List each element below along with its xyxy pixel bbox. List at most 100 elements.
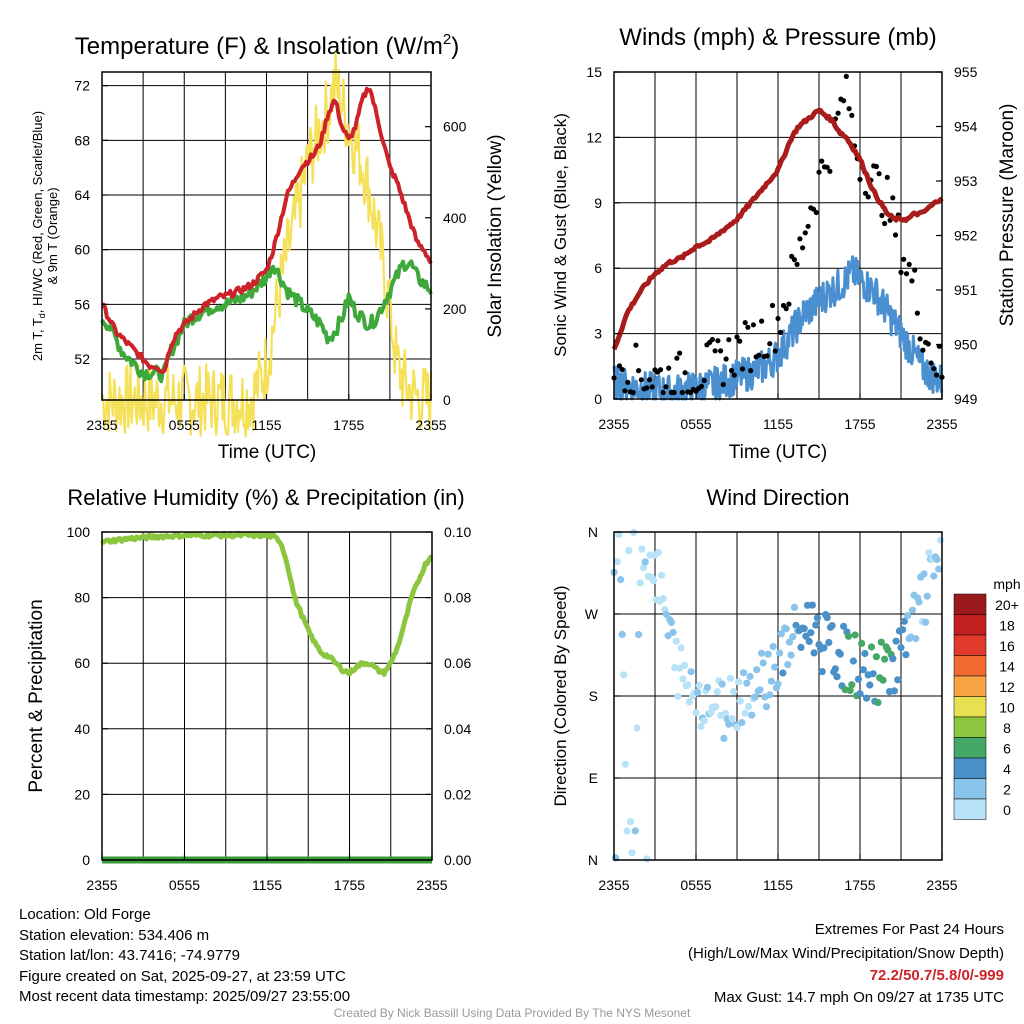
x-tick-label: 1755: [844, 416, 875, 432]
direction-point: [848, 681, 856, 689]
temp-xlabel: Time (UTC): [218, 442, 317, 463]
gust-point: [739, 366, 746, 372]
wind-panel: Winds (mph) & Pressure (mb) 0 3 6 9 12 15 949…: [551, 24, 1018, 463]
gust-point: [625, 379, 631, 385]
y-tick-label: 60: [74, 242, 90, 258]
direction-point: [766, 691, 774, 699]
direction-point: [892, 637, 900, 645]
gust-point: [841, 98, 847, 104]
direction-point: [858, 639, 866, 648]
legend-label: 20+: [995, 597, 1019, 613]
gust-point: [876, 171, 882, 177]
temperature-line: [101, 86, 433, 374]
gust-point: [800, 245, 806, 251]
gust-point: [742, 320, 748, 326]
station-latlon: Station lat/lon: 43.7416; -74.9779: [19, 947, 241, 964]
direction-point: [782, 625, 790, 633]
dir-x-ticks: 2355 0555 1155 1755 2355: [598, 854, 958, 893]
direction-point: [746, 672, 754, 681]
legend-swatch: [953, 737, 987, 759]
dir-gridlines: [614, 532, 942, 860]
y-tick-label: W: [585, 606, 599, 622]
gust-point: [709, 336, 716, 343]
y-tick-label: N: [588, 524, 598, 540]
direction-point: [902, 651, 910, 659]
gust-point: [917, 336, 923, 342]
direction-point: [721, 709, 730, 718]
direction-point: [854, 675, 863, 683]
y-tick-label: 0: [82, 852, 90, 868]
gust-point: [715, 338, 721, 344]
gust-point: [835, 110, 841, 116]
y2-tick-label: 0.08: [444, 590, 471, 606]
direction-point: [633, 724, 641, 732]
rh-title: Relative Humidity (%) & Precipitation (i…: [67, 485, 464, 510]
x-tick-label: 2355: [415, 417, 446, 433]
gust-point: [906, 261, 912, 267]
temperature-panel: Temperature (F) & Insolation (W/m2) 52 56…: [30, 31, 506, 463]
direction-point: [759, 659, 767, 667]
gust-point: [931, 366, 937, 372]
gust-point: [750, 322, 757, 328]
direction-point: [741, 709, 749, 717]
direction-point: [897, 644, 905, 652]
y-tick-label: 0: [594, 391, 602, 407]
direction-point: [726, 674, 735, 682]
extremes-box: Extremes For Past 24 Hours (High/Low/Max…: [688, 921, 1004, 1006]
gust-point: [767, 341, 773, 347]
x-tick-label: 2355: [598, 877, 629, 893]
credit-line: Created By Nick Bassill Using Data Provi…: [333, 1006, 691, 1020]
direction-point: [912, 635, 920, 643]
direction-point: [712, 703, 720, 711]
dir-ylabel: Direction (Colored By Speed): [551, 585, 570, 806]
direction-point: [658, 571, 666, 579]
wind-series: [611, 73, 945, 401]
wind-title: Winds (mph) & Pressure (mb): [619, 24, 936, 51]
y2-tick-label: 955: [954, 64, 978, 80]
x-tick-label: 1755: [334, 877, 365, 893]
legend-label: 16: [999, 638, 1015, 654]
y2-tick-label: 949: [954, 391, 978, 407]
direction-point: [925, 549, 933, 557]
gust-point: [712, 348, 718, 354]
direction-point: [736, 697, 744, 705]
direction-point: [923, 592, 931, 600]
direction-point: [823, 614, 831, 622]
direction-point: [808, 601, 817, 609]
gust-point: [660, 389, 666, 396]
direction-point: [703, 683, 712, 692]
direction-point: [777, 630, 785, 638]
gust-point: [925, 341, 931, 347]
direction-point: [692, 709, 700, 717]
direction-point: [639, 564, 648, 572]
gust-point: [745, 324, 751, 330]
direction-point: [872, 653, 881, 661]
direction-point: [758, 649, 766, 657]
direction-point: [713, 688, 721, 696]
direction-point: [776, 649, 784, 657]
gust-point: [649, 384, 655, 390]
legend-label: 0: [1003, 802, 1011, 818]
rh-panel: Relative Humidity (%) & Precipitation (i…: [26, 485, 471, 893]
direction-point: [695, 681, 703, 690]
wind-y2-ticks: 949 950 951 952 953 954 955: [936, 64, 978, 407]
direction-point: [735, 678, 743, 686]
x-tick-label: 2355: [416, 877, 447, 893]
direction-point: [818, 668, 826, 676]
wind-xlabel: Time (UTC): [729, 442, 828, 463]
gust-point: [933, 372, 940, 378]
gust-point: [879, 212, 885, 219]
legend-label: 12: [999, 679, 1015, 695]
gust-point: [816, 169, 822, 175]
gust-point: [778, 329, 784, 335]
legend-label: 14: [999, 659, 1015, 675]
y-tick-label: 80: [74, 590, 90, 606]
direction-point: [680, 661, 689, 670]
legend-swatch: [953, 696, 987, 718]
y-tick-label: 52: [74, 351, 90, 367]
rh-y2-ticks: 0.00 0.02 0.04 0.06 0.08 0.10: [426, 524, 471, 868]
gust-point: [666, 365, 672, 371]
direction-point: [744, 703, 753, 711]
gust-point: [862, 190, 869, 196]
direction-point: [733, 723, 741, 731]
